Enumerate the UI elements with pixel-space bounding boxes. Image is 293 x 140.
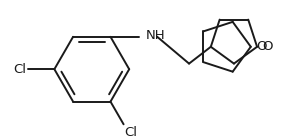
Text: Cl: Cl [13,63,26,76]
Text: Cl: Cl [125,126,137,139]
Text: O: O [256,40,267,53]
Text: O: O [263,40,273,53]
Text: NH: NH [146,29,166,42]
